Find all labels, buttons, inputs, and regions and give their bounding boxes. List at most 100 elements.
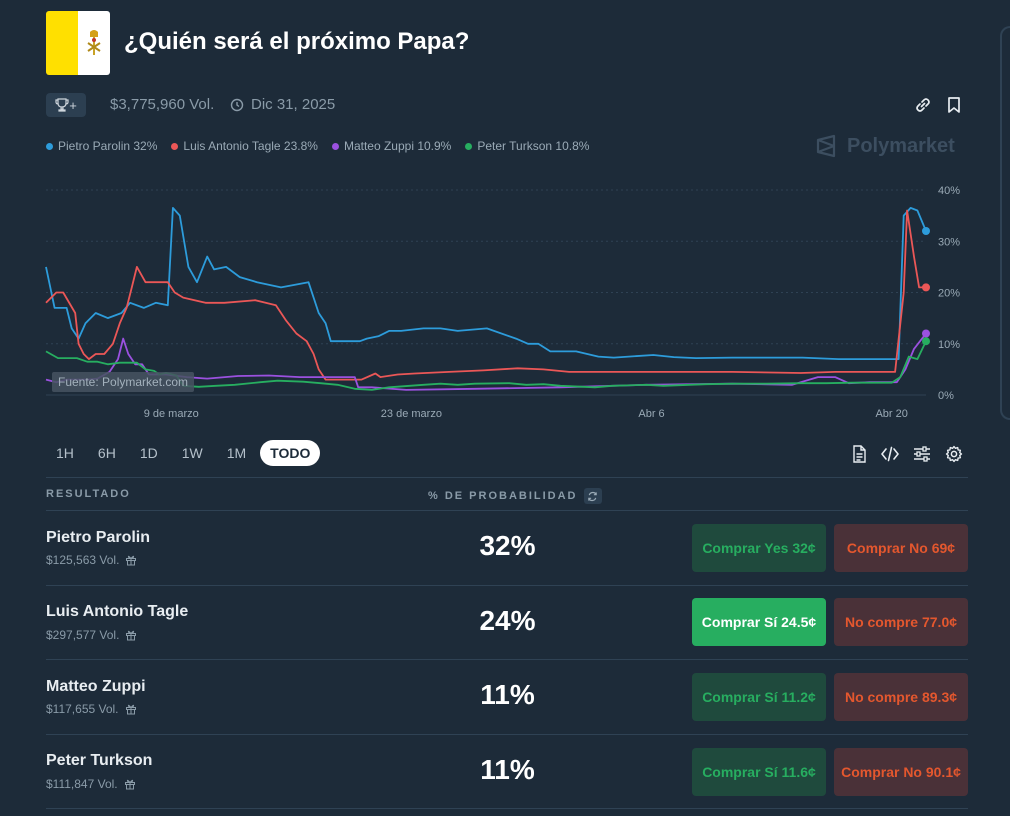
outcome-name[interactable]: Matteo Zuppi: [46, 678, 146, 695]
divider: [46, 808, 968, 809]
price-history-chart: 40% 30% 20% 10% 0% 9 de marzo 23 de marzo Abr 6…: [45, 185, 960, 420]
polymarket-logo-icon: [816, 134, 836, 158]
trophy-button[interactable]: +: [46, 93, 86, 117]
x-tick-label: 23 de marzo: [381, 408, 442, 420]
series-line: [45, 209, 926, 381]
trophy-plus: +: [69, 97, 77, 113]
embed-button[interactable]: [880, 444, 900, 464]
divider: [46, 734, 968, 735]
time-range-selector: 1H 6H 1D 1W 1M TODO: [46, 440, 321, 466]
end-date-text: Dic 31, 2025: [251, 96, 336, 113]
papal-emblem-icon: [87, 30, 101, 55]
brand-name: Polymarket: [847, 134, 955, 157]
trophy-icon: [55, 98, 69, 112]
y-tick-label: 0%: [938, 390, 954, 402]
side-panel-edge: [1000, 26, 1010, 420]
series-end-dot: [922, 337, 930, 346]
copy-link-button[interactable]: [912, 94, 934, 116]
legend-item-zuppi: Matteo Zuppi 10.9%: [331, 139, 451, 153]
outcome-probability: 32%: [479, 530, 536, 561]
legend-label: Peter Turkson 10.8%: [477, 139, 590, 153]
series-end-dot: [922, 283, 930, 292]
col-header-probability-label: % DE PROBABILIDAD: [428, 490, 578, 502]
buy-no-button[interactable]: No compre 77.0¢: [834, 598, 968, 646]
document-icon: [853, 445, 866, 463]
range-all[interactable]: TODO: [260, 440, 321, 466]
gift-icon: [126, 555, 137, 566]
outcome-name[interactable]: Pietro Parolin: [46, 529, 151, 546]
divider: [46, 659, 968, 660]
divider: [46, 477, 968, 478]
buy-yes-button[interactable]: Comprar Sí 11.6¢: [692, 748, 826, 796]
y-tick-label: 10%: [938, 339, 960, 351]
sliders-icon: [914, 446, 930, 462]
y-tick-label: 40%: [938, 185, 960, 197]
outcome-volume: $297,577 Vol.: [46, 628, 137, 642]
y-tick-label: 20%: [938, 288, 960, 300]
chart-legend: Pietro Parolin 32% Luis Antonio Tagle 23…: [46, 139, 589, 153]
bookmark-button[interactable]: [943, 94, 965, 116]
outcome-volume-text: $117,655 Vol.: [46, 702, 119, 716]
market-title: ¿Quién será el próximo Papa?: [124, 28, 470, 55]
range-1h[interactable]: 1H: [56, 445, 74, 461]
divider: [46, 510, 968, 511]
settings-button[interactable]: [944, 444, 964, 464]
x-tick-label: Abr 20: [875, 408, 907, 420]
filters-button[interactable]: [912, 444, 932, 464]
legend-dot: [331, 142, 339, 150]
outcome-volume: $125,563 Vol.: [46, 553, 137, 567]
col-header-outcome: RESULTADO: [46, 488, 131, 500]
refresh-button[interactable]: [583, 488, 602, 504]
x-tick-label: 9 de marzo: [144, 408, 199, 420]
code-icon: [881, 446, 899, 462]
outcome-volume-text: $125,563 Vol.: [46, 553, 120, 567]
legend-dot: [465, 142, 473, 150]
series-line: [45, 332, 927, 391]
x-tick-label: Abr 6: [638, 408, 664, 420]
gift-icon: [124, 779, 135, 790]
buy-no-button[interactable]: Comprar No 69¢: [834, 524, 968, 572]
gift-icon: [125, 704, 136, 715]
outcome-probability: 11%: [480, 754, 535, 785]
bookmark-icon: [948, 97, 960, 113]
polymarket-watermark: Polymarket: [815, 134, 955, 158]
range-1m[interactable]: 1M: [226, 445, 247, 461]
buy-no-button[interactable]: No compre 89.3¢: [834, 673, 968, 721]
buy-yes-button[interactable]: Comprar Sí 24.5¢: [692, 598, 826, 646]
legend-item-parolin: Pietro Parolin 32%: [46, 139, 157, 153]
range-1d[interactable]: 1D: [139, 445, 158, 461]
legend-dot: [171, 142, 179, 150]
link-icon: [916, 98, 930, 112]
outcome-volume-text: $297,577 Vol.: [46, 628, 120, 642]
outcome-name[interactable]: Luis Antonio Tagle: [46, 603, 189, 620]
range-6h[interactable]: 6H: [97, 445, 116, 461]
outcome-name[interactable]: Peter Turkson: [46, 752, 153, 769]
series-end-dot: [922, 227, 930, 235]
clock-icon: [230, 98, 244, 111]
series-line: [45, 207, 927, 360]
range-1w[interactable]: 1W: [181, 445, 203, 461]
market-volume: $3,775,960 Vol.: [110, 96, 215, 113]
outcome-volume: $111,847 Vol.: [46, 777, 136, 791]
outcome-volume: $117,655 Vol.: [46, 702, 137, 716]
divider: [46, 585, 968, 586]
series-line: [45, 340, 927, 391]
legend-item-turkson: Peter Turkson 10.8%: [465, 139, 589, 153]
y-tick-label: 30%: [938, 236, 960, 248]
legend-dot: [46, 142, 53, 150]
rules-button[interactable]: [849, 444, 869, 464]
legend-label: Pietro Parolin 32%: [58, 139, 158, 153]
outcome-probability: 11%: [480, 679, 535, 710]
series-end-dot: [922, 329, 930, 338]
col-header-probability: % DE PROBABILIDAD: [428, 488, 602, 504]
chart-source-watermark: Fuente: Polymarket.com: [52, 372, 195, 392]
buy-yes-button[interactable]: Comprar Yes 32¢: [692, 524, 826, 572]
vatican-flag-image: [46, 11, 110, 75]
gear-icon: [945, 445, 963, 463]
end-date: Dic 31, 2025: [230, 96, 335, 113]
buy-yes-button[interactable]: Comprar Sí 11.2¢: [692, 673, 826, 721]
gift-icon: [126, 630, 137, 641]
legend-item-tagle: Luis Antonio Tagle 23.8%: [171, 139, 318, 153]
outcome-probability: 24%: [479, 605, 536, 636]
buy-no-button[interactable]: Comprar No 90.1¢: [834, 748, 968, 796]
